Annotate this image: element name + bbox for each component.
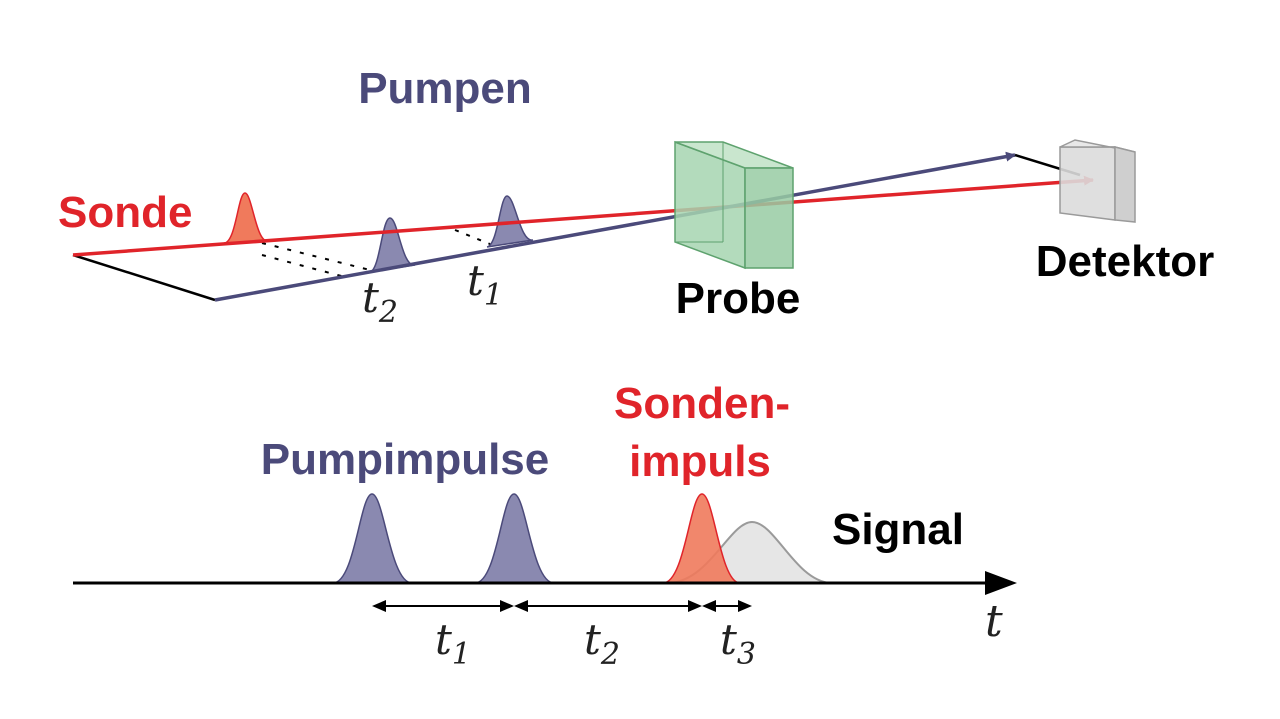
- beam-geometry: [72, 151, 1094, 302]
- split-line: [72, 253, 216, 302]
- probe-pulse-label-line2: impuls: [629, 437, 771, 486]
- detector-label: Detektor: [1036, 237, 1215, 286]
- t1-top-label: t1: [467, 256, 503, 313]
- probe-pulse: [662, 493, 741, 584]
- time-axis-arrowhead: [985, 571, 1017, 595]
- interval-label-t1: t1: [435, 615, 471, 672]
- probe-beam: [72, 175, 1094, 257]
- pump-pulses-label: Pumpimpulse: [261, 435, 550, 484]
- signal-label: Signal: [832, 505, 964, 554]
- pump-pulse-2: [474, 493, 555, 584]
- pump-pulse-t2: [369, 217, 416, 273]
- pump-pulse-1: [332, 493, 413, 584]
- sample-cube: [674, 140, 794, 270]
- t2-top-label: t2: [362, 273, 398, 330]
- probe-beam-label: Sonde: [58, 188, 192, 237]
- probe-pulse-label-line1: Sonden-: [614, 379, 790, 428]
- detector-cube: [1059, 139, 1136, 223]
- time-axis-label: t: [985, 596, 1003, 647]
- interval-arrows: [372, 600, 752, 612]
- pump-beam: [214, 151, 1016, 302]
- timeline: [73, 493, 1017, 612]
- delay-guide-lower: [261, 254, 346, 278]
- delay-guide-upper: [261, 242, 371, 271]
- delay-guide-t1: [454, 229, 491, 245]
- pump-label: Pumpen: [358, 64, 532, 113]
- interval-label-t3: t3: [720, 615, 756, 672]
- probe-pulse-top: [223, 192, 269, 244]
- interval-label-t2: t2: [584, 615, 620, 672]
- sample-label: Probe: [676, 274, 801, 323]
